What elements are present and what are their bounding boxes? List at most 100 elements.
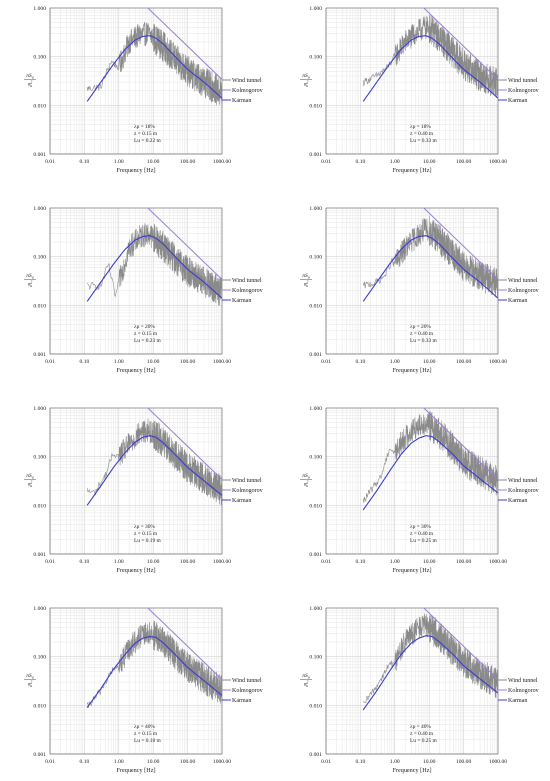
karman-line — [86, 435, 222, 506]
y-tick-label: 0.010 — [309, 703, 322, 709]
y-tick-label: 0.001 — [33, 752, 46, 758]
y-tick-label: 0.010 — [309, 503, 322, 509]
x-tick-label: 100.00 — [180, 559, 196, 565]
wind-tunnel-line — [86, 620, 222, 708]
x-tick-label: 10.00 — [423, 759, 436, 765]
wind-tunnel-line — [87, 223, 222, 306]
x-tick-label: 0.01 — [45, 159, 55, 165]
svg-text:nSu: nSu — [26, 673, 33, 680]
x-tick-label: 0.10 — [80, 759, 90, 765]
annotation-line: Lu = 0.19 m — [134, 538, 162, 544]
annotation-line: λp = 18% — [134, 124, 155, 130]
y-tick-label: 0.001 — [33, 352, 46, 358]
annotation-line: Lu = 0.23 m — [134, 338, 162, 344]
x-tick-label: 10.00 — [423, 359, 436, 365]
y-tick-label: 0.001 — [309, 552, 322, 558]
x-tick-label: 0.10 — [356, 559, 366, 565]
legend-label: Kolmogorov — [508, 688, 539, 694]
y-tick-label: 0.100 — [33, 255, 46, 261]
annotation-line: z = 0.15 m — [134, 531, 158, 537]
y-tick-label: 0.100 — [309, 55, 322, 61]
karman-line — [362, 235, 498, 302]
x-axis-label: Frequency [Hz] — [117, 367, 156, 374]
annotation-line: Lu = 0.25 m — [410, 538, 438, 544]
x-axis-label: Frequency [Hz] — [393, 567, 432, 574]
x-tick-label: 1.00 — [114, 759, 124, 765]
x-tick-label: 0.01 — [45, 759, 55, 765]
x-tick-label: 0.10 — [80, 159, 90, 165]
annotation-line: λp = 40% — [134, 724, 155, 730]
annotation-line: λp = 40% — [410, 724, 431, 730]
x-tick-label: 1000.00 — [213, 759, 231, 765]
x-tick-label: 0.10 — [356, 359, 366, 365]
y-tick-label: 0.001 — [309, 352, 322, 358]
svg-text:σ2u: σ2 u — [28, 481, 33, 489]
karman-line — [86, 635, 222, 708]
legend-label: Karman — [232, 298, 251, 304]
legend-label: Wind tunnel — [232, 678, 262, 684]
x-tick-label: 1.00 — [390, 159, 400, 165]
svg-text:nSu: nSu — [302, 673, 309, 680]
svg-text:σ2u: σ2 u — [304, 681, 309, 689]
x-axis-label: Frequency [Hz] — [393, 167, 432, 174]
kolmogorov-line — [423, 608, 498, 680]
kolmogorov-line — [423, 408, 498, 480]
x-tick-label: 100.00 — [456, 159, 472, 165]
grid-lines — [325, 208, 498, 355]
x-tick-label: 1000.00 — [489, 159, 507, 165]
svg-text:nSu: nSu — [26, 273, 33, 280]
y-tick-label: 1.000 — [33, 6, 46, 12]
kolmogorov-line — [423, 8, 498, 80]
svg-text:σ2u: σ2 u — [304, 481, 309, 489]
y-tick-label: 0.100 — [33, 455, 46, 461]
x-tick-label: 0.01 — [321, 159, 331, 165]
x-tick-label: 0.10 — [80, 559, 90, 565]
legend: Wind tunnel Kolmogorov Karman — [222, 678, 263, 704]
kolmogorov-line — [423, 208, 498, 280]
y-tick-label: 0.001 — [33, 152, 46, 158]
legend-label: Karman — [508, 298, 527, 304]
x-tick-label: 0.01 — [45, 359, 55, 365]
legend-label: Kolmogorov — [232, 288, 263, 294]
x-tick-label: 0.01 — [321, 759, 331, 765]
legend-label: Kolmogorov — [232, 88, 263, 94]
x-tick-label: 100.00 — [456, 359, 472, 365]
y-tick-label: 1.000 — [309, 406, 322, 412]
legend-label: Karman — [508, 98, 527, 104]
y-tick-label: 1.000 — [33, 206, 46, 212]
karman-line — [362, 35, 498, 102]
x-tick-label: 0.01 — [321, 359, 331, 365]
svg-text:nSu: nSu — [302, 473, 309, 480]
x-tick-label: 1.00 — [390, 559, 400, 565]
y-tick-label: 0.100 — [309, 455, 322, 461]
y-tick-label: 0.010 — [33, 103, 46, 109]
grid-lines — [325, 8, 498, 155]
x-tick-label: 1000.00 — [489, 359, 507, 365]
legend-label: Wind tunnel — [508, 78, 538, 84]
x-tick-label: 1.00 — [114, 159, 124, 165]
x-tick-label: 0.10 — [80, 359, 90, 365]
annotation-line: λp = 20% — [410, 324, 431, 330]
x-tick-label: 1000.00 — [213, 559, 231, 565]
x-tick-label: 100.00 — [180, 159, 196, 165]
legend-label: Karman — [508, 698, 527, 704]
y-tick-label: 1.000 — [309, 606, 322, 612]
x-axis-label: Frequency [Hz] — [117, 767, 156, 774]
x-tick-label: 1000.00 — [213, 359, 231, 365]
y-tick-label: 0.010 — [33, 303, 46, 309]
kolmogorov-line — [147, 208, 222, 280]
svg-text:σ2u: σ2 u — [304, 281, 309, 289]
wind-tunnel-line — [362, 215, 498, 299]
svg-text:σ2u: σ2 u — [28, 681, 33, 689]
